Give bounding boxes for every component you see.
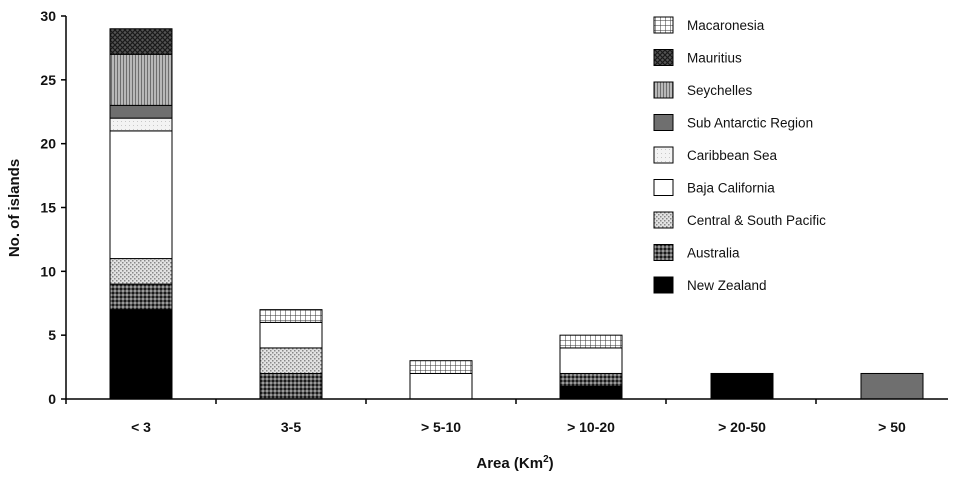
- legend-swatch-sub-antarctic-region: [653, 114, 674, 131]
- x-axis-title: Area (Km2): [476, 454, 553, 472]
- bar-segment-baja-california-1: [109, 130, 173, 260]
- x-tick-label: 3-5: [281, 419, 301, 435]
- legend-swatch-australia: [653, 244, 674, 261]
- legend-label-central-south-pacific: Central & South Pacific: [687, 213, 826, 228]
- y-tick-label: 20: [40, 136, 56, 152]
- bar-segment-baja-california-4: [559, 347, 623, 374]
- legend-label-australia: Australia: [687, 246, 740, 261]
- legend-swatch-caribbean-sea: [653, 146, 674, 164]
- x-tick-label: > 50: [878, 419, 906, 435]
- y-tick-label: 10: [40, 263, 56, 279]
- bar-segment-macaronesia-3: [409, 360, 473, 374]
- y-tick-label: 5: [48, 327, 56, 343]
- x-tick-label: < 3: [131, 419, 151, 435]
- y-axis-title: No. of islands: [6, 159, 23, 257]
- legend-label-mauritius: Mauritius: [687, 51, 742, 66]
- bar-segment-sub-antarctic-region-6: [860, 372, 924, 400]
- legend-swatch-mauritius: [653, 49, 674, 66]
- bar-segment-new-zealand-5: [710, 372, 774, 400]
- legend-label-seychelles: Seychelles: [687, 83, 753, 98]
- bar-segment-caribbean-sea-1: [109, 117, 173, 132]
- plot-area: [109, 28, 924, 400]
- bar-segment-mauritius-1: [109, 28, 173, 55]
- x-axis-title-main: Area (Km: [476, 455, 543, 472]
- legend-label-caribbean-sea: Caribbean Sea: [687, 148, 778, 163]
- legend: Macaronesia Mauritius Seychelles Sub Antarc…: [653, 16, 826, 294]
- legend-swatch-new-zealand: [653, 276, 674, 294]
- bar-segment-central-south-pacific-1: [109, 258, 173, 285]
- legend-swatch-baja-california: [653, 179, 674, 196]
- bar-segment-australia-1: [109, 283, 173, 311]
- y-tick-label: 30: [40, 8, 56, 24]
- bar-segment-baja-california-2: [259, 321, 323, 349]
- legend-swatch-central-south-pacific: [653, 211, 674, 229]
- bar-segment-seychelles-1: [109, 53, 173, 106]
- legend-label-new-zealand: New Zealand: [687, 278, 767, 293]
- bar-segment-macaronesia-4: [559, 334, 623, 349]
- x-tick-label: > 5-10: [421, 419, 461, 435]
- bar-segment-sub-antarctic-region-1: [109, 104, 173, 119]
- bar-segment-australia-2: [259, 372, 323, 400]
- x-tick-label: > 10-20: [567, 419, 615, 435]
- legend-label-baja-california: Baja California: [687, 181, 775, 196]
- bar-segment-baja-california-3: [409, 372, 473, 400]
- y-tick-label: 15: [40, 200, 56, 216]
- bar-segment-central-south-pacific-2: [259, 347, 323, 374]
- x-tick-label: > 20-50: [718, 419, 766, 435]
- bar-segment-new-zealand-1: [109, 309, 173, 400]
- bar-segment-macaronesia-2: [259, 309, 323, 323]
- bar-segment-new-zealand-4: [559, 385, 623, 400]
- legend-label-sub-antarctic-region: Sub Antarctic Region: [687, 116, 813, 131]
- legend-swatch-macaronesia: [653, 16, 674, 34]
- legend-label-macaronesia: Macaronesia: [687, 18, 765, 33]
- axes: 0 5 10 15 20 25 30 < 3 3-5 > 5-10 > 10-20 > 20-50 > …: [40, 8, 948, 435]
- x-axis-title-suffix: ): [549, 455, 554, 472]
- y-tick-label: 0: [48, 391, 56, 407]
- legend-swatch-seychelles: [653, 81, 674, 99]
- x-axis-title-superscript: 2: [543, 454, 549, 465]
- y-tick-label: 25: [40, 72, 56, 88]
- bar-segment-australia-4: [559, 372, 623, 387]
